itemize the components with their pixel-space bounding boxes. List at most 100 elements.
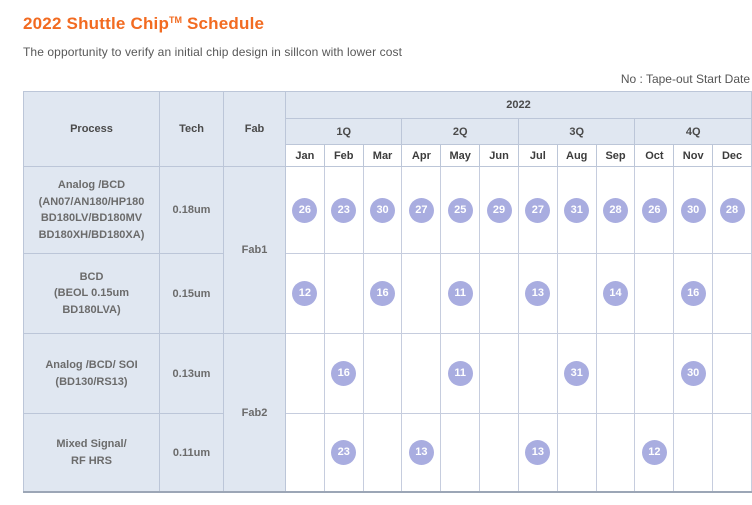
tapeout-date-badge: 12 — [292, 281, 318, 306]
process-cell: Mixed Signal/ RF HRS — [23, 413, 160, 493]
schedule-cell: 26 — [634, 166, 675, 254]
schedule-cell — [673, 413, 714, 493]
tapeout-date-badge: 13 — [525, 440, 551, 465]
schedule-cell — [401, 333, 442, 414]
tapeout-date-badge: 13 — [408, 440, 434, 465]
tapeout-date-badge: 26 — [292, 197, 318, 223]
schedule-cell — [712, 333, 752, 414]
tech-cell: 0.13um — [159, 333, 224, 414]
column-header-process: Process — [23, 91, 160, 167]
tech-cell: 0.11um — [159, 413, 224, 493]
schedule-cell: 13 — [401, 413, 442, 493]
page-title-text: 2022 Shuttle Chip — [23, 14, 170, 33]
month-header-mar: Mar — [362, 144, 403, 167]
trademark-symbol: TM — [169, 15, 183, 25]
schedule-cell: 27 — [517, 166, 558, 254]
tapeout-date-badge: 12 — [641, 440, 667, 465]
schedule-cell: 27 — [401, 166, 442, 254]
schedule-cell: 23 — [323, 166, 364, 254]
schedule-table: Process Tech Fab 2022 1Q 2Q 3Q 4Q Jan Fe… — [23, 91, 752, 493]
month-header-row: Jan Feb Mar Apr May Jun Jul Aug Sep Oct … — [24, 144, 752, 167]
schedule-cell: 16 — [673, 253, 714, 334]
schedule-cell — [323, 253, 364, 334]
schedule-cell: 25 — [440, 166, 481, 254]
schedule-cell — [712, 253, 752, 334]
schedule-cell: 23 — [323, 413, 364, 493]
quarter-header-2q: 2Q — [401, 118, 519, 145]
month-header-sep: Sep — [595, 144, 636, 167]
tapeout-date-badge: 25 — [447, 197, 473, 223]
month-header-apr: Apr — [401, 144, 442, 167]
schedule-cell: 30 — [673, 333, 714, 414]
schedule-cell: 31 — [556, 166, 597, 254]
page-title: 2022 Shuttle ChipTM Schedule — [23, 14, 752, 34]
schedule-cell: 26 — [285, 166, 325, 254]
tapeout-date-badge: 16 — [331, 361, 357, 386]
schedule-cell: 28 — [595, 166, 636, 254]
tapeout-date-badge: 28 — [603, 197, 629, 223]
tapeout-date-badge: 11 — [447, 361, 473, 386]
process-cell: BCD (BEOL 0.15um BD180LVA) — [23, 253, 160, 334]
column-header-fab: Fab — [223, 91, 286, 167]
tapeout-date-badge: 30 — [680, 197, 706, 223]
tapeout-date-badge: 14 — [603, 281, 629, 306]
schedule-cell — [479, 413, 519, 493]
schedule-cell — [440, 413, 481, 493]
tapeout-date-badge: 23 — [331, 197, 357, 223]
page-title-suffix: Schedule — [182, 14, 265, 33]
column-header-tech: Tech — [159, 91, 224, 167]
tech-cell: 0.15um — [159, 253, 224, 334]
month-header-aug: Aug — [556, 144, 597, 167]
schedule-cell — [595, 413, 636, 493]
schedule-cell — [479, 253, 519, 334]
schedule-cell: 30 — [673, 166, 714, 254]
quarter-header-4q: 4Q — [634, 118, 752, 145]
schedule-cell: 12 — [634, 413, 675, 493]
table-row-analog-bcd-soi: Analog /BCD/ SOI (BD130/RS13) 0.13um Fab… — [23, 333, 752, 493]
schedule-cell — [285, 333, 325, 414]
schedule-cell: 29 — [479, 166, 519, 254]
table-row-bcd: BCD (BEOL 0.15um BD180LVA) 0.15um 12 16 … — [23, 253, 752, 334]
process-cell: Analog /BCD/ SOI (BD130/RS13) — [23, 333, 160, 414]
schedule-cell — [556, 253, 597, 334]
schedule-cell — [556, 413, 597, 493]
schedule-cell — [634, 333, 675, 414]
table-row-mixed-signal: Mixed Signal/ RF HRS 0.11um 23 13 13 12 — [23, 413, 752, 493]
schedule-cell: 14 — [595, 253, 636, 334]
tapeout-date-badge: 28 — [719, 197, 745, 223]
schedule-cell — [712, 413, 752, 493]
tapeout-date-badge: 27 — [525, 197, 551, 223]
quarter-header-row: 1Q 2Q 3Q 4Q — [24, 118, 752, 145]
tapeout-date-badge: 16 — [370, 281, 396, 306]
schedule-cell: 13 — [517, 413, 558, 493]
tapeout-date-badge: 16 — [680, 281, 706, 306]
fab-cell-fab2: Fab2 — [223, 333, 286, 493]
schedule-cell — [634, 253, 675, 334]
tapeout-date-badge: 13 — [525, 281, 551, 306]
month-header-jan: Jan — [285, 144, 325, 167]
month-header-jul: Jul — [517, 144, 558, 167]
schedule-cell: 11 — [440, 253, 481, 334]
schedule-cell: 11 — [440, 333, 481, 414]
tapeout-date-badge: 31 — [564, 197, 590, 223]
schedule-cell — [362, 333, 403, 414]
tapeout-note: No : Tape-out Start Date — [620, 72, 750, 86]
month-header-may: May — [440, 144, 481, 167]
schedule-cell — [517, 333, 558, 414]
schedule-cell — [401, 253, 442, 334]
tapeout-date-badge: 11 — [447, 281, 473, 306]
month-header-oct: Oct — [634, 144, 675, 167]
schedule-cell: 31 — [556, 333, 597, 414]
year-header-row: Process Tech Fab 2022 — [23, 91, 752, 167]
schedule-cell: 13 — [517, 253, 558, 334]
tech-cell: 0.18um — [159, 166, 224, 254]
quarter-header-1q: 1Q — [284, 118, 403, 145]
tapeout-date-badge: 23 — [331, 440, 357, 465]
tapeout-date-badge: 29 — [486, 197, 512, 223]
page-subtitle: The opportunity to verify an initial chi… — [23, 45, 403, 59]
schedule-cell — [595, 333, 636, 414]
schedule-cell — [362, 413, 403, 493]
schedule-cell: 28 — [712, 166, 752, 254]
month-header-dec: Dec — [712, 144, 752, 167]
quarter-header-3q: 3Q — [517, 118, 636, 145]
